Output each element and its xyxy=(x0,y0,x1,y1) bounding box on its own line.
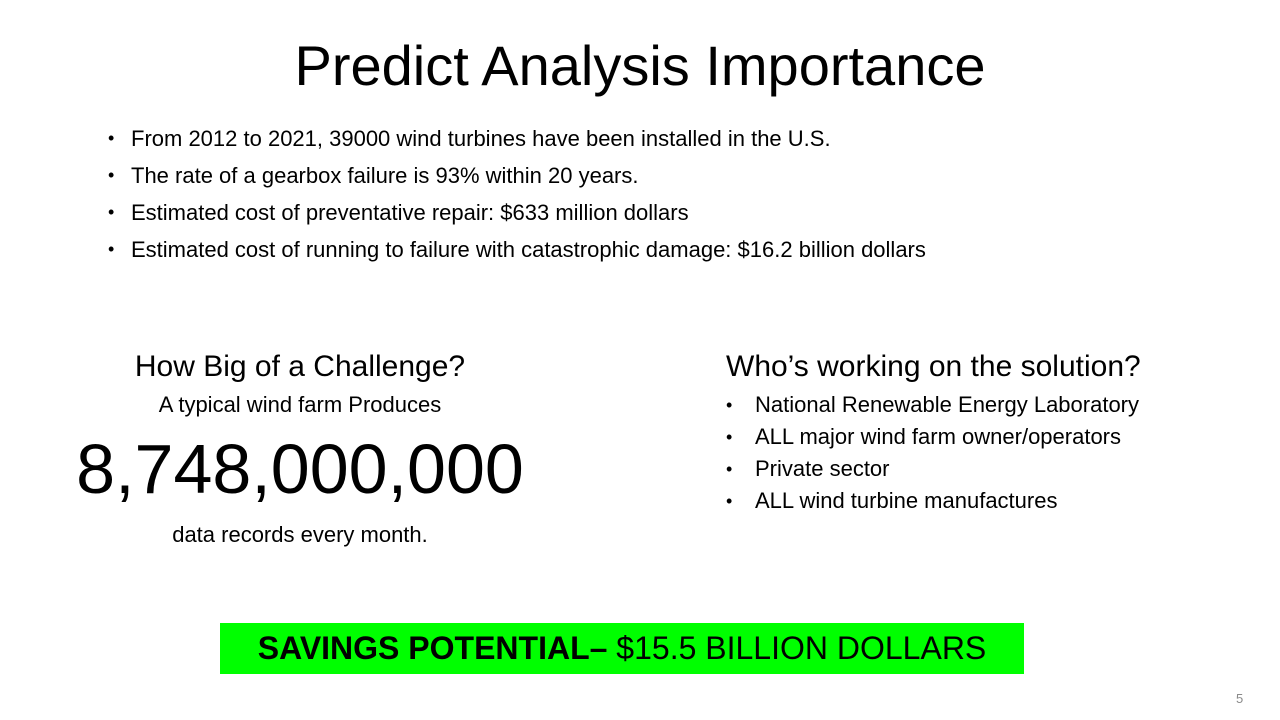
solution-item-text: ALL wind turbine manufactures xyxy=(755,488,1058,513)
top-bullet-item: • From 2012 to 2021, 39000 wind turbines… xyxy=(108,120,1208,157)
solution-section: Who’s working on the solution? • Nationa… xyxy=(726,345,1246,517)
savings-banner-label: SAVINGS POTENTIAL– xyxy=(257,630,608,666)
savings-banner: SAVINGS POTENTIAL– $15.5 BILLION DOLLARS xyxy=(220,623,1024,674)
challenge-heading: How Big of a Challenge? xyxy=(134,350,466,383)
bullet-dot-icon: • xyxy=(726,427,733,447)
bullet-dot-icon: • xyxy=(726,395,733,415)
top-bullet-item: • The rate of a gearbox failure is 93% w… xyxy=(108,157,1208,194)
bullet-dot-icon: • xyxy=(108,165,115,185)
solution-item: • ALL wind turbine manufactures xyxy=(726,485,1246,517)
bullet-dot-icon: • xyxy=(726,491,733,511)
data-record-count: 8,748,000,000 xyxy=(76,430,524,508)
top-bullet-text: The rate of a gearbox failure is 93% wit… xyxy=(131,163,639,188)
top-bullet-list: • From 2012 to 2021, 39000 wind turbines… xyxy=(108,120,1208,268)
bullet-dot-icon: • xyxy=(108,202,115,222)
page-number: 5 xyxy=(1236,691,1244,706)
solution-item-text: Private sector xyxy=(755,456,890,481)
bullet-dot-icon: • xyxy=(108,239,115,259)
solution-heading: Who’s working on the solution? xyxy=(726,350,1141,383)
solution-item: • National Renewable Energy Laboratory xyxy=(726,389,1246,421)
solution-list: • National Renewable Energy Laboratory •… xyxy=(726,389,1246,517)
savings-banner-amount: $15.5 BILLION DOLLARS xyxy=(607,630,987,666)
solution-item: • ALL major wind farm owner/operators xyxy=(726,421,1246,453)
top-bullet-item: • Estimated cost of running to failure w… xyxy=(108,231,1208,268)
top-bullet-text: Estimated cost of preventative repair: $… xyxy=(131,200,689,225)
solution-item-text: ALL major wind farm owner/operators xyxy=(755,424,1122,449)
top-bullet-text: From 2012 to 2021, 39000 wind turbines h… xyxy=(131,126,831,151)
bullet-dot-icon: • xyxy=(726,459,733,479)
slide-title: Predict Analysis Importance xyxy=(294,34,986,97)
challenge-section: How Big of a Challenge? A typical wind f… xyxy=(40,345,560,551)
bullet-dot-icon: • xyxy=(108,128,115,148)
solution-item: • Private sector xyxy=(726,453,1246,485)
solution-item-text: National Renewable Energy Laboratory xyxy=(755,392,1140,417)
challenge-footer: data records every month. xyxy=(172,522,428,547)
top-bullet-item: • Estimated cost of preventative repair:… xyxy=(108,194,1208,231)
top-bullet-text: Estimated cost of running to failure wit… xyxy=(131,237,926,262)
challenge-subtitle: A typical wind farm Produces xyxy=(158,392,442,417)
